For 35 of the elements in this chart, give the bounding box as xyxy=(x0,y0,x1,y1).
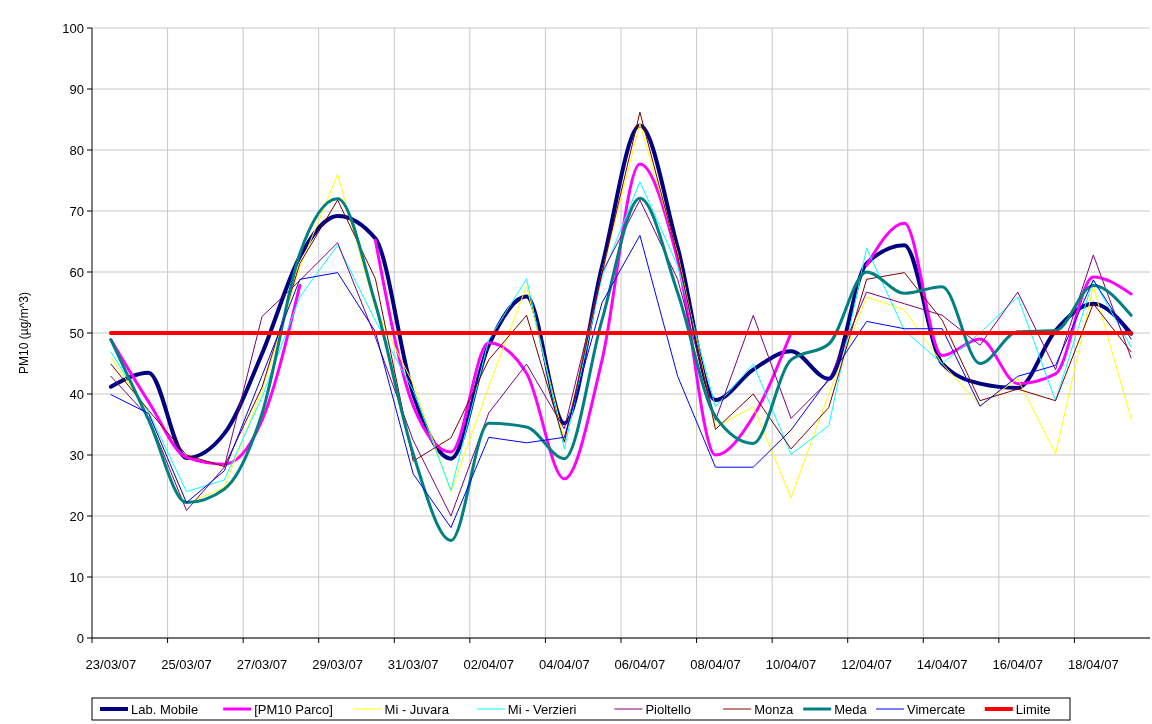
x-tick-label: 10/04/07 xyxy=(765,657,817,672)
x-tick-label: 25/03/07 xyxy=(161,657,212,672)
legend-label: Meda xyxy=(834,701,868,717)
x-tick-label: 16/04/07 xyxy=(992,657,1044,672)
x-tick-label: 31/03/07 xyxy=(387,657,439,672)
y-tick-label: 50 xyxy=(69,325,84,341)
y-tick-label: 30 xyxy=(69,447,84,463)
legend-label: Limite xyxy=(1015,701,1051,717)
x-tick-label: 27/03/07 xyxy=(236,657,288,672)
y-tick-label: 40 xyxy=(69,386,84,402)
x-tick-label: 14/04/07 xyxy=(916,657,968,672)
x-tick-label: 29/03/07 xyxy=(312,657,363,672)
y-tick-label: 100 xyxy=(62,20,84,36)
legend-label: Mi - Verzieri xyxy=(507,701,577,717)
y-tick-label: 70 xyxy=(69,203,84,219)
x-tick-label: 23/03/07 xyxy=(85,657,137,672)
x-tick-label: 08/04/07 xyxy=(690,657,741,672)
y-tick-label: 20 xyxy=(69,508,84,524)
y-tick-label: 0 xyxy=(76,630,84,646)
legend-label: Mi - Juvara xyxy=(384,701,450,717)
y-tick-label: 10 xyxy=(69,569,84,585)
x-tick-label: 02/04/07 xyxy=(463,657,515,672)
legend-label: Pioltello xyxy=(645,701,691,717)
y-axis-title: PM10 (µg/m^3) xyxy=(17,292,31,374)
x-tick-label: 12/04/07 xyxy=(841,657,892,672)
y-tick-label: 60 xyxy=(69,264,84,280)
y-tick-label: 90 xyxy=(69,81,84,97)
x-tick-label: 04/04/07 xyxy=(539,657,590,672)
y-tick-label: 80 xyxy=(69,142,84,158)
legend-label: [PM10 Parco] xyxy=(254,701,333,717)
legend-label: Monza xyxy=(754,701,794,717)
x-tick-label: 06/04/07 xyxy=(614,657,666,672)
x-tick-label: 18/04/07 xyxy=(1068,657,1119,672)
legend-label: Lab. Mobile xyxy=(131,701,199,717)
legend-label: Vimercate xyxy=(907,701,966,717)
